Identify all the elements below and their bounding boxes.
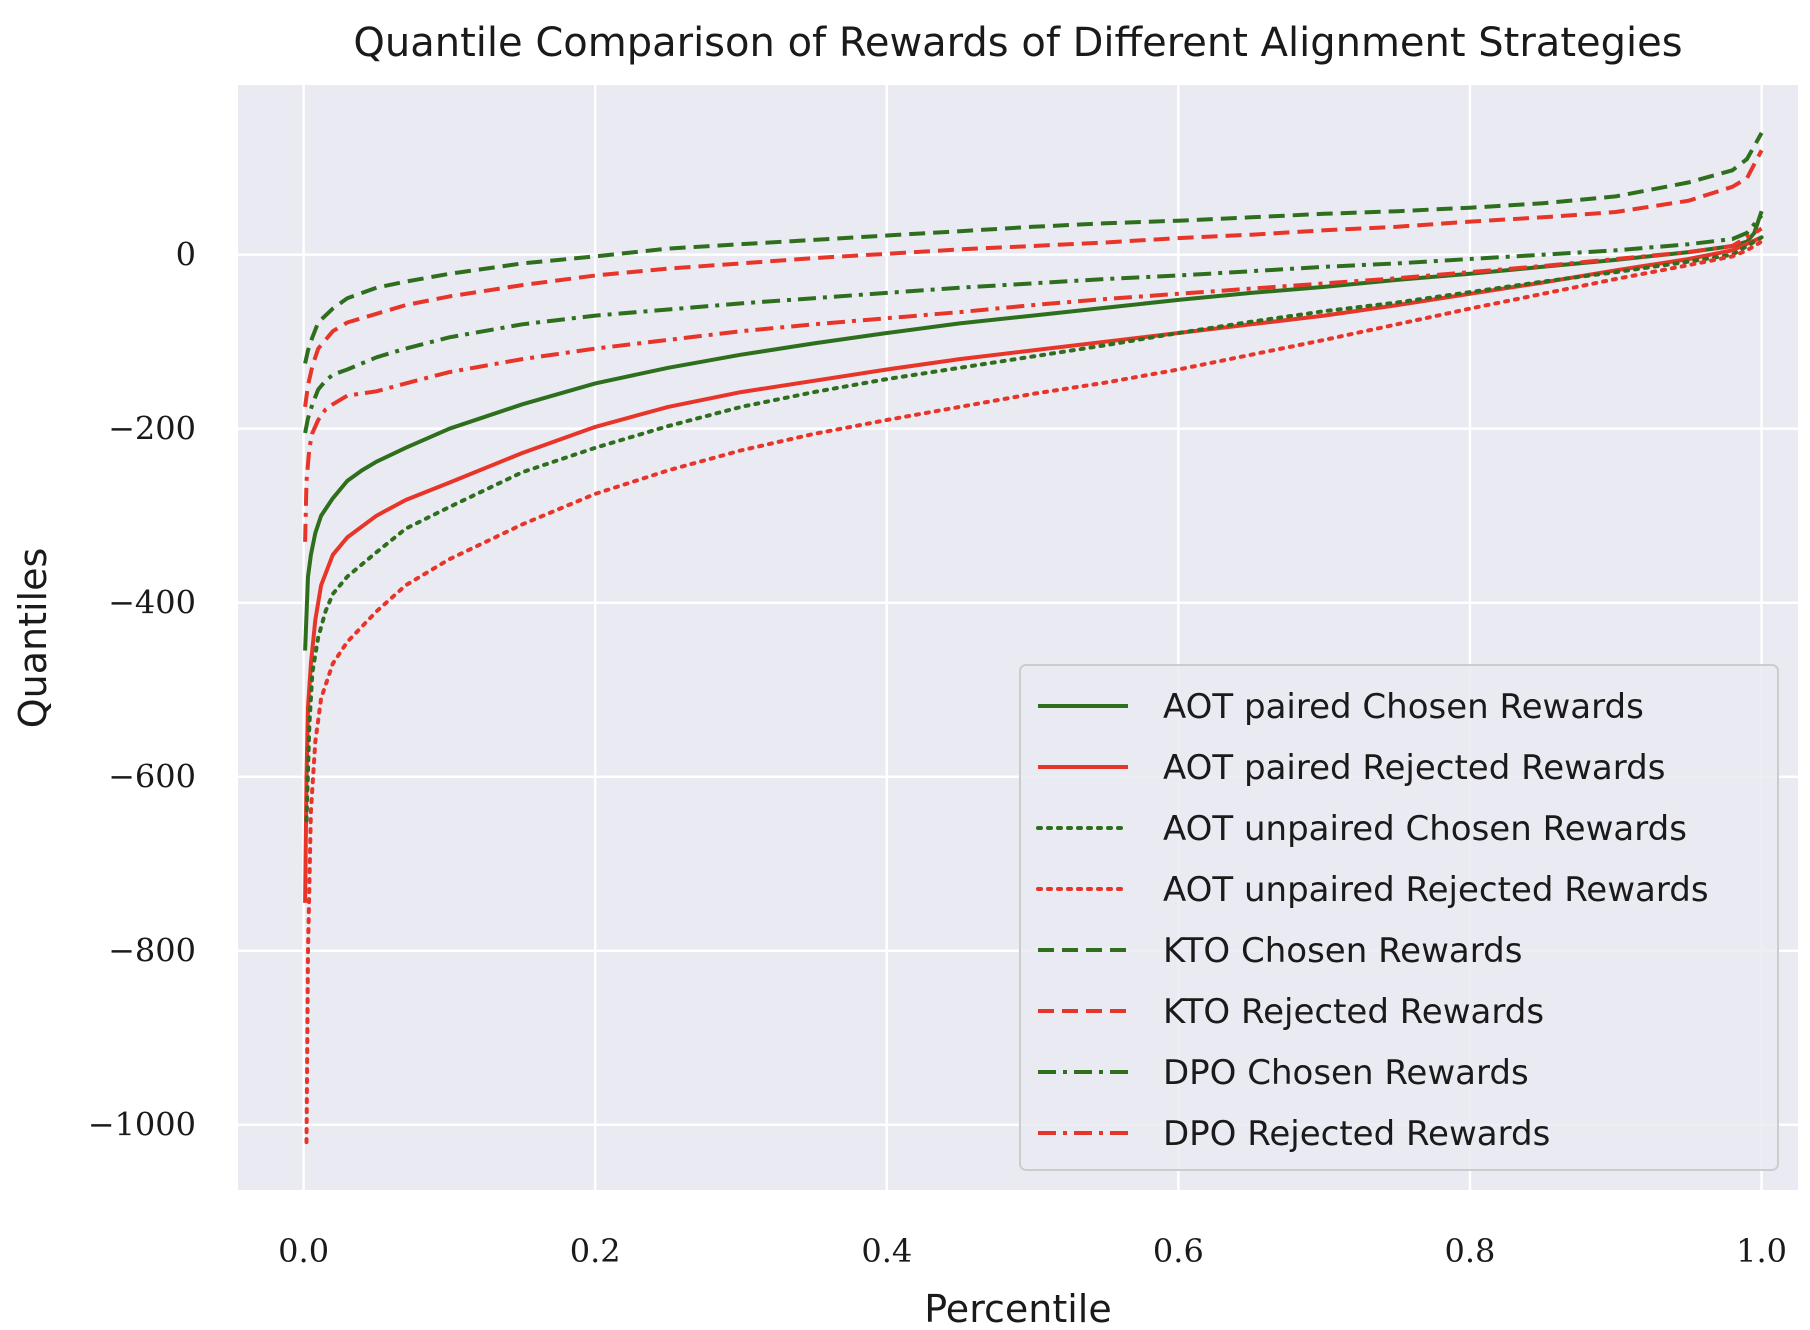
legend-box [1019, 664, 1779, 1171]
x-axis-label: Percentile [924, 1287, 1111, 1330]
y-tick-label: 0 [176, 236, 196, 274]
y-tick-label: −600 [108, 758, 196, 796]
x-tick-label: 0.4 [861, 1232, 912, 1270]
chart-title: Quantile Comparison of Rewards of Differ… [353, 20, 1682, 66]
legend-label: AOT paired Chosen Rewards [1163, 687, 1644, 727]
series-line-6 [303, 149, 1764, 408]
x-tick-labels: 0.0 0.2 0.4 0.6 0.8 1.0 [278, 1232, 1787, 1270]
series-line-3 [304, 235, 1764, 823]
x-tick-label: 0.2 [570, 1232, 621, 1270]
series-line-7 [303, 214, 1764, 434]
series-line-4 [304, 239, 1764, 1145]
x-tick-label: 0.8 [1445, 1232, 1496, 1270]
legend-label: KTO Rejected Rewards [1163, 992, 1544, 1032]
series-line-1 [303, 210, 1764, 651]
y-tick-label: −200 [108, 410, 196, 448]
series-line-5 [303, 131, 1764, 364]
y-axis-label: Quantiles [11, 548, 55, 729]
y-tick-labels: 0 −200 −400 −600 −800 −1000 [88, 236, 196, 1144]
series-lines [303, 131, 1764, 1145]
x-tick-label: 0.0 [278, 1232, 329, 1270]
legend-label: AOT unpaired Rejected Rewards [1163, 870, 1709, 910]
y-tick-label: −400 [108, 584, 196, 622]
legend-label: DPO Chosen Rewards [1163, 1053, 1529, 1093]
legend-label: KTO Chosen Rewards [1163, 931, 1522, 971]
y-tick-label: −1000 [88, 1106, 196, 1144]
x-tick-label: 0.6 [1153, 1232, 1204, 1270]
legend: AOT paired Chosen Rewards AOT paired Reje… [1019, 664, 1779, 1171]
series-line-2 [303, 235, 1763, 903]
x-tick-label: 1.0 [1736, 1232, 1787, 1270]
legend-label: AOT paired Rejected Rewards [1163, 748, 1665, 788]
legend-label: AOT unpaired Chosen Rewards [1163, 809, 1687, 849]
legend-label: DPO Rejected Rewards [1163, 1114, 1550, 1154]
series-line-8 [303, 226, 1763, 542]
y-tick-label: −800 [108, 932, 196, 970]
